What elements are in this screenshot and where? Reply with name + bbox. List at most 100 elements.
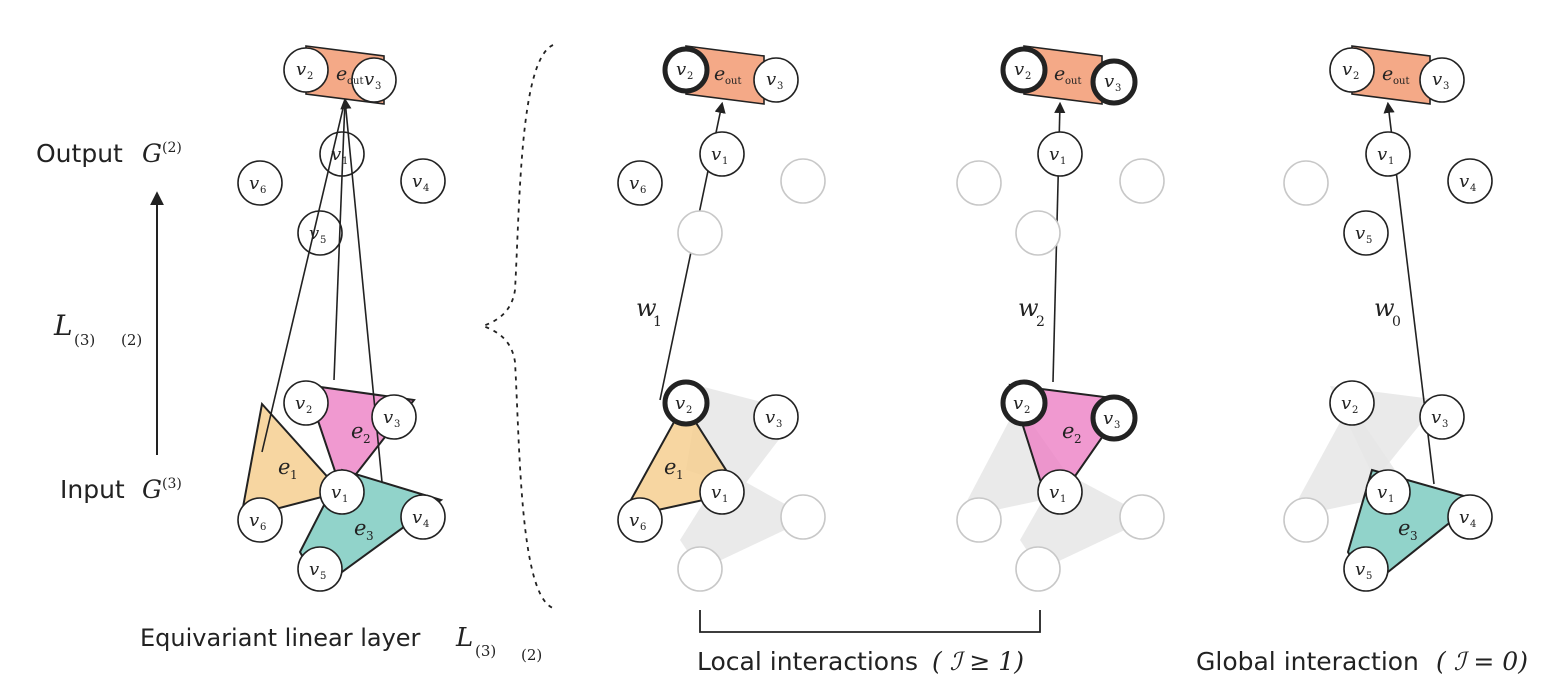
layer-symbol: L — [53, 309, 73, 342]
input-node-v3: v 3 — [371, 394, 417, 440]
edge-label-e1: e — [664, 455, 676, 479]
svg-text:2: 2 — [687, 71, 693, 82]
output-node-v6: v 6 — [617, 160, 663, 206]
svg-text:3: 3 — [1442, 419, 1448, 430]
svg-text:v: v — [1049, 482, 1059, 503]
svg-text:v: v — [331, 144, 341, 165]
node-sub-v2: 2 — [307, 71, 313, 82]
connection-line-e2 — [333, 99, 346, 381]
svg-text:v: v — [1377, 482, 1387, 503]
edge-sub-e3: 3 — [366, 529, 374, 543]
svg-text:out: out — [725, 76, 741, 87]
caption-layer-symbol: L — [455, 623, 473, 653]
svg-text:1: 1 — [342, 494, 348, 505]
weight-w0: w — [1374, 294, 1395, 322]
svg-text:4: 4 — [423, 183, 429, 194]
edge-label-e1: e — [278, 455, 290, 479]
svg-text:6: 6 — [260, 522, 266, 533]
node-sub-v3: 3 — [375, 81, 381, 92]
svg-text:1: 1 — [342, 156, 348, 167]
output-node-v1: v 1 — [319, 131, 365, 177]
svg-text:4: 4 — [423, 519, 429, 530]
layer-sub-left: (3) — [74, 331, 95, 349]
svg-text:5: 5 — [1366, 571, 1372, 582]
svg-text:e: e — [1054, 63, 1065, 85]
edge-sub-e1: 1 — [290, 468, 298, 482]
ghost-node — [1283, 497, 1329, 543]
svg-text:v: v — [1431, 407, 1441, 428]
edge-label-e2: e — [351, 419, 363, 443]
svg-text:3: 3 — [1443, 81, 1449, 92]
svg-text:v: v — [711, 482, 721, 503]
ghost-node — [1015, 210, 1061, 256]
svg-text:1: 1 — [1060, 156, 1066, 167]
svg-text:3: 3 — [776, 419, 782, 430]
svg-text:v: v — [309, 223, 319, 244]
input-node-v2: v 2 — [662, 379, 710, 427]
svg-text:3: 3 — [1114, 420, 1120, 431]
input-node-v4: v 4 — [1447, 494, 1493, 540]
svg-text:v: v — [383, 407, 393, 428]
input-node-v4: v 4 — [400, 494, 446, 540]
svg-text:v: v — [1341, 393, 1351, 414]
svg-text:v: v — [1049, 144, 1059, 165]
svg-text:out: out — [1393, 76, 1409, 87]
svg-text:2: 2 — [306, 405, 312, 416]
svg-text:4: 4 — [1470, 519, 1476, 530]
edge-sub-eout: out — [347, 76, 363, 87]
svg-text:3: 3 — [1115, 83, 1121, 94]
edge-label-eout: e — [336, 63, 347, 85]
svg-text:1: 1 — [722, 494, 728, 505]
svg-text:out: out — [1065, 76, 1081, 87]
input-node-v5: v 5 — [297, 546, 343, 592]
svg-text:v: v — [295, 393, 305, 414]
svg-text:1: 1 — [1388, 156, 1394, 167]
node-label-v3: v — [364, 69, 374, 90]
edge-sub-e3: 3 — [1410, 529, 1418, 543]
svg-text:2: 2 — [1025, 71, 1031, 82]
weight-w1-sub: 1 — [653, 314, 662, 330]
input-node-v1: v 1 — [1037, 469, 1083, 515]
local-bracket — [699, 610, 1041, 633]
output-node-v1: v 1 — [1037, 131, 1083, 177]
edge-label-e3: e — [354, 516, 366, 540]
svg-text:4: 4 — [1470, 183, 1476, 194]
edge-sub-e2: 2 — [1074, 432, 1082, 446]
svg-text:v: v — [1355, 223, 1365, 244]
output-node-v5: v 5 — [297, 210, 343, 256]
svg-text:2: 2 — [1352, 405, 1358, 416]
svg-text:v: v — [412, 507, 422, 528]
output-graph-symbol: G — [142, 139, 162, 168]
svg-text:v: v — [309, 559, 319, 580]
left-panel: Output G (2) L (3) (2) Input G (3) e 1 e… — [36, 45, 542, 664]
input-label: Input — [60, 475, 125, 504]
caption-layer-sub-right: (2) — [521, 646, 542, 664]
panel-global-w0: e 3 w 0 e out v 2 v 3 v 1 v 4 — [1283, 45, 1493, 592]
edge-label-e2: e — [1062, 419, 1074, 443]
svg-text:v: v — [1459, 171, 1469, 192]
svg-text:3: 3 — [394, 419, 400, 430]
caption-layer-sub-left: (3) — [475, 642, 496, 660]
svg-text:v: v — [1377, 144, 1387, 165]
caption-local-math: ( ℐ ≥ 1) — [932, 647, 1024, 676]
node-label-v2: v — [296, 59, 306, 80]
input-node-v2: v 2 — [1329, 380, 1375, 426]
weight-w2-sub: 2 — [1036, 314, 1045, 330]
caption-local-interactions: Local interactions — [697, 647, 918, 676]
svg-text:v: v — [766, 69, 776, 90]
svg-text:2: 2 — [1353, 71, 1359, 82]
svg-text:v: v — [1014, 59, 1024, 80]
dashed-brace — [480, 44, 554, 609]
svg-text:5: 5 — [1366, 235, 1372, 246]
input-node-v6: v 6 — [237, 497, 283, 543]
svg-text:v: v — [629, 510, 639, 531]
ghost-node — [780, 494, 826, 540]
output-graph-exponent: (2) — [162, 140, 182, 156]
input-node-v5: v 5 — [1343, 546, 1389, 592]
svg-text:v: v — [412, 171, 422, 192]
svg-text:v: v — [675, 393, 685, 414]
output-edge: e out v 2 v 3 — [283, 45, 397, 105]
svg-text:v: v — [249, 173, 259, 194]
output-node-v5: v 5 — [1343, 210, 1389, 256]
input-node-v3: v 3 — [753, 394, 799, 440]
